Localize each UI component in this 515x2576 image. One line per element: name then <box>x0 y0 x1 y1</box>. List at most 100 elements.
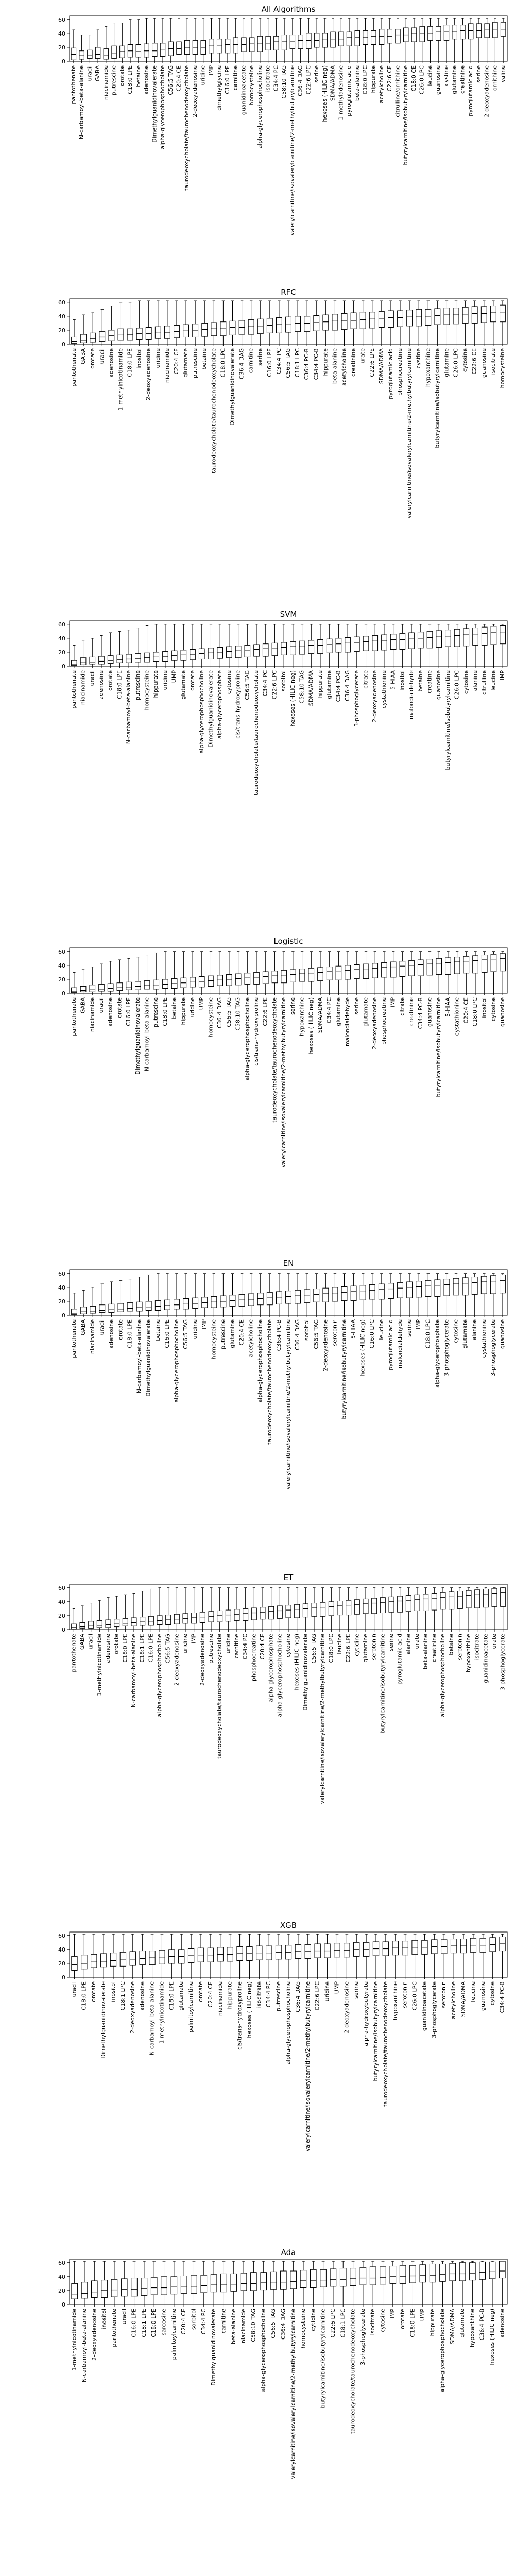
box-iqr <box>210 2274 217 2293</box>
y-tick-label: 40 <box>58 1284 65 1291</box>
x-tick-label: uridine <box>324 1981 331 2002</box>
box-12 <box>187 1934 195 1978</box>
box-iqr <box>499 2261 506 2279</box>
box-42 <box>411 18 417 62</box>
x-tick-label: C16:0 LPE <box>147 1634 154 1663</box>
box-iqr <box>408 960 415 976</box>
box-13 <box>176 18 182 62</box>
y-tick-label: 40 <box>58 635 65 642</box>
box-52 <box>492 18 498 62</box>
box-iqr <box>491 1588 497 1607</box>
box-iqr <box>449 1591 455 1610</box>
box-25 <box>314 1934 321 1978</box>
x-tick-label: guanosine <box>480 348 487 378</box>
box-25 <box>304 300 311 345</box>
x-tick-label: serine <box>353 1981 359 1999</box>
box-iqr <box>359 312 366 329</box>
box-iqr <box>170 2276 178 2295</box>
box-iqr <box>81 1955 88 1970</box>
box-iqr <box>479 2261 486 2280</box>
box-12 <box>191 2261 197 2305</box>
x-tick-label: hexoses (HILIC neg) <box>289 670 296 727</box>
x-tick-label: C18:0 LPC <box>362 65 369 95</box>
box-21 <box>262 951 269 994</box>
x-tick-label: uridine <box>189 997 196 1018</box>
box-33 <box>338 18 344 62</box>
x-tick-label: C36:4 DAG <box>280 2309 286 2340</box>
x-tick-label: taurodeoxycholate/taurochenodeoxycholate <box>183 65 190 191</box>
box-iqr <box>98 656 105 665</box>
box-iqr <box>332 1287 338 1302</box>
x-tick-label: glutamine <box>362 1634 369 1663</box>
x-tick-label: Dimethylguanidinovalerate <box>134 997 141 1075</box>
y-tick-label: 60 <box>58 948 65 955</box>
x-tick-label: alanine <box>472 670 478 691</box>
box-40 <box>414 1587 420 1630</box>
box-iqr <box>117 1303 124 1312</box>
box-iqr <box>71 987 77 993</box>
box-iqr <box>145 1301 152 1311</box>
box-24 <box>290 624 296 667</box>
x-tick-label: glutamate <box>178 1981 184 2011</box>
x-tick-label: inositol <box>110 1981 116 2002</box>
box-14 <box>184 18 190 62</box>
box-30 <box>328 1587 334 1630</box>
box-iqr <box>103 48 109 60</box>
box-iqr <box>443 1279 450 1296</box>
x-tick-label: uracil <box>89 670 95 686</box>
x-tick-label: C34:4 PC <box>242 1634 249 1660</box>
box-iqr <box>153 652 160 662</box>
box-36 <box>406 1273 413 1316</box>
box-4 <box>105 1597 111 1630</box>
box-9 <box>159 1934 165 1978</box>
box-36 <box>421 1934 428 1978</box>
box-iqr <box>281 35 287 50</box>
x-tick-label: butyrylcarnitine/isobutyrylcarnitine <box>444 670 451 770</box>
x-tick-label: leucine <box>470 1981 476 2002</box>
box-29 <box>306 18 312 62</box>
box-iqr <box>354 636 360 652</box>
box-15 <box>208 951 214 994</box>
x-tick-label: butyrylcarnitine/isobutyrylcarnitine <box>320 2309 327 2409</box>
box-iqr <box>285 316 291 333</box>
x-tick-label: C36:4 DAG <box>295 1981 301 2012</box>
box-46 <box>490 951 497 994</box>
x-tick-label: sorbitol <box>303 1319 310 1341</box>
box-13 <box>197 1934 204 1978</box>
box-iqr <box>500 1587 506 1607</box>
box-40 <box>436 624 442 667</box>
box-iqr <box>298 35 303 49</box>
x-tick-label: leucine <box>378 1319 385 1340</box>
x-tick-label: taurodeoxycholate/taurochenodeoxycholate <box>382 1981 389 2107</box>
box-23 <box>300 2261 307 2305</box>
box-iqr <box>471 306 478 324</box>
box-32 <box>363 624 369 667</box>
x-tick-label: IMP <box>191 1634 197 1644</box>
box-35 <box>390 951 397 994</box>
box-2 <box>90 1287 96 1316</box>
x-tick-label: N-carbamoyl-beta-alanine <box>136 1319 143 1394</box>
x-tick-label: cytosine <box>489 1981 496 2005</box>
x-tick-label: urate <box>491 1634 497 1649</box>
box-7 <box>135 957 141 994</box>
box-iqr <box>192 324 199 337</box>
box-24 <box>304 1934 311 1978</box>
box-20 <box>233 18 238 62</box>
x-tick-label: glutamate <box>182 348 189 378</box>
x-tick-label: 2-deoxyadenosine <box>192 65 198 117</box>
box-iqr <box>244 973 251 985</box>
box-iqr <box>439 2263 446 2282</box>
box-iqr <box>481 626 488 646</box>
box-18 <box>246 1934 253 1978</box>
box-36 <box>399 951 406 994</box>
x-tick-label: butyrylcarnitine/isobutyrylcarnitine <box>402 65 409 165</box>
box-29 <box>320 1587 326 1630</box>
box-49 <box>491 1587 497 1630</box>
x-tick-label: 5-HIAA <box>390 670 397 690</box>
box-43 <box>471 300 478 345</box>
x-tick-label: betaine <box>171 997 178 1019</box>
x-tick-label: cytosine <box>490 997 496 1021</box>
box-17 <box>236 1934 243 1978</box>
x-tick-label: C58:10 TAG <box>235 997 242 1031</box>
